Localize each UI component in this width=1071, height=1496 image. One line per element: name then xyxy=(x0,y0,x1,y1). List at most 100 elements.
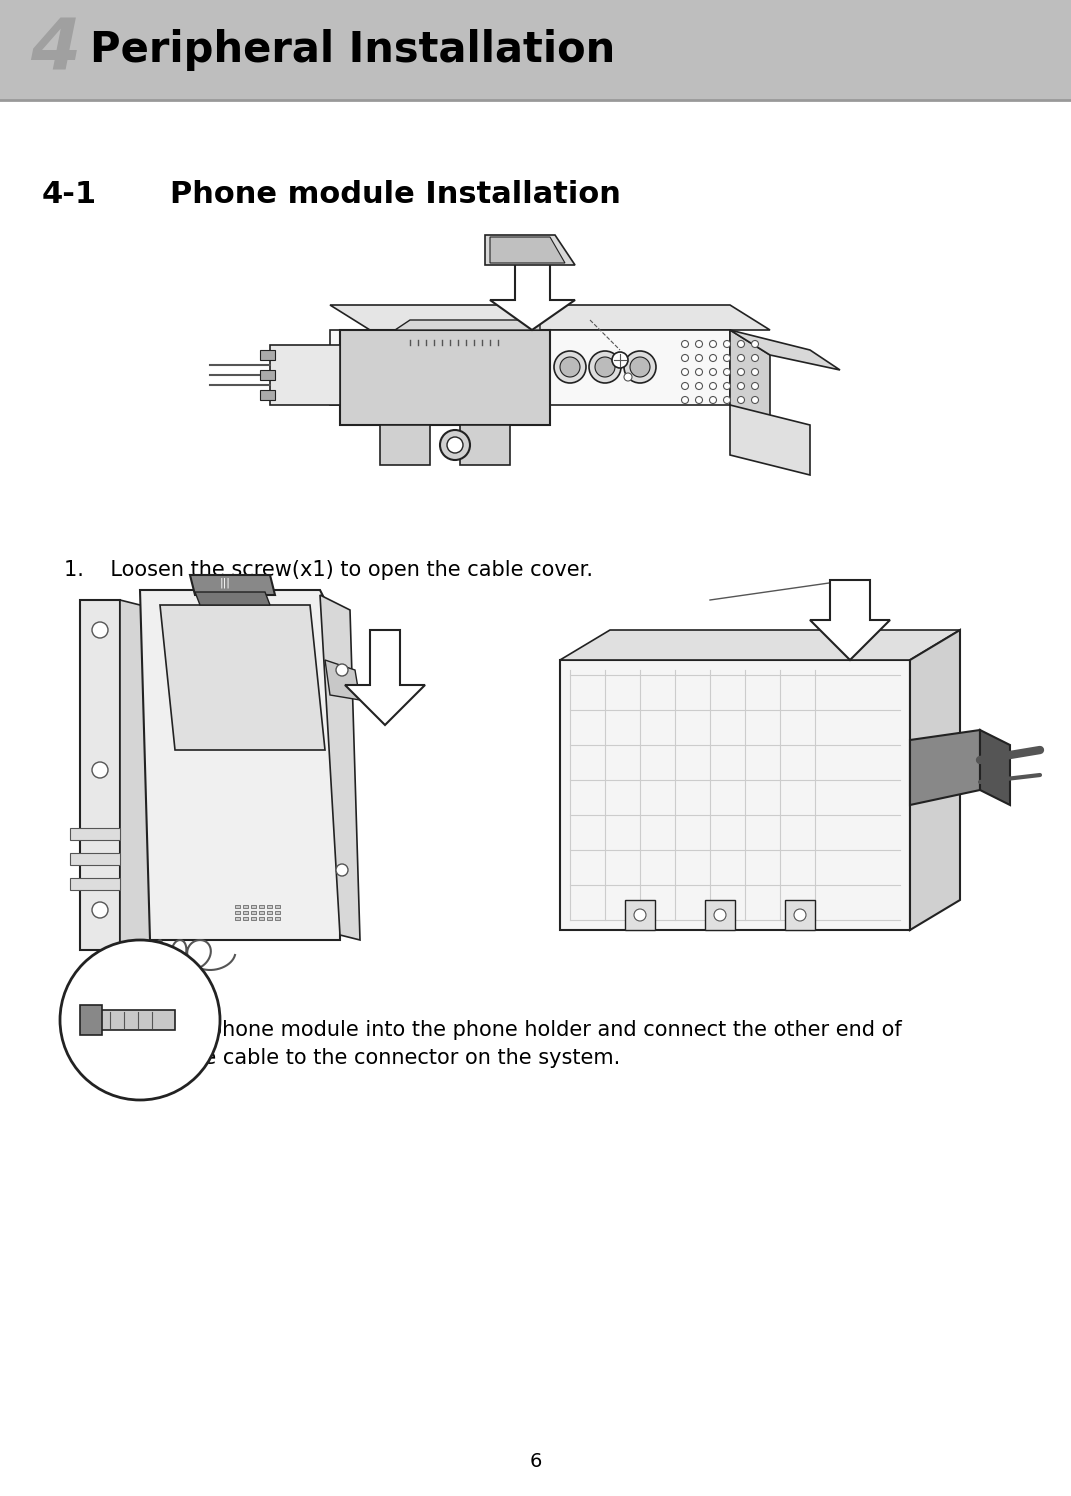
Polygon shape xyxy=(195,592,270,604)
Polygon shape xyxy=(910,630,960,931)
Circle shape xyxy=(695,383,703,389)
Polygon shape xyxy=(235,917,240,920)
Circle shape xyxy=(336,865,348,877)
Polygon shape xyxy=(259,905,263,908)
Circle shape xyxy=(738,368,744,375)
Polygon shape xyxy=(267,917,272,920)
Text: 4-1: 4-1 xyxy=(42,180,97,209)
Circle shape xyxy=(738,341,744,347)
Polygon shape xyxy=(120,600,160,954)
Polygon shape xyxy=(325,660,360,700)
Polygon shape xyxy=(730,331,840,370)
Circle shape xyxy=(634,910,646,922)
Text: 4: 4 xyxy=(30,15,80,84)
Polygon shape xyxy=(70,878,120,890)
Circle shape xyxy=(709,383,716,389)
Polygon shape xyxy=(705,901,735,931)
Polygon shape xyxy=(259,917,263,920)
Circle shape xyxy=(724,341,730,347)
Polygon shape xyxy=(980,730,1010,805)
Polygon shape xyxy=(491,236,565,263)
Polygon shape xyxy=(100,1010,175,1031)
Circle shape xyxy=(554,352,586,383)
Polygon shape xyxy=(345,630,425,726)
Polygon shape xyxy=(259,911,263,914)
Polygon shape xyxy=(251,905,256,908)
Circle shape xyxy=(336,664,348,676)
Polygon shape xyxy=(243,911,248,914)
Circle shape xyxy=(752,341,758,347)
Polygon shape xyxy=(491,254,575,331)
Circle shape xyxy=(920,749,940,770)
Polygon shape xyxy=(485,235,575,265)
Circle shape xyxy=(714,910,726,922)
Circle shape xyxy=(724,355,730,362)
Polygon shape xyxy=(235,905,240,908)
Polygon shape xyxy=(275,911,280,914)
Polygon shape xyxy=(560,630,960,660)
Text: 1.    Loosen the screw(x1) to open the cable cover.: 1. Loosen the screw(x1) to open the cabl… xyxy=(64,560,593,580)
Circle shape xyxy=(560,358,580,377)
Circle shape xyxy=(724,396,730,404)
Circle shape xyxy=(709,396,716,404)
Polygon shape xyxy=(340,331,550,425)
Circle shape xyxy=(724,368,730,375)
Circle shape xyxy=(589,352,621,383)
Circle shape xyxy=(738,355,744,362)
Circle shape xyxy=(92,902,108,919)
Polygon shape xyxy=(810,580,890,660)
Circle shape xyxy=(752,383,758,389)
Circle shape xyxy=(738,383,744,389)
Circle shape xyxy=(612,352,628,368)
Circle shape xyxy=(595,358,615,377)
Polygon shape xyxy=(560,660,910,931)
Text: Peripheral Installation: Peripheral Installation xyxy=(90,28,615,70)
Circle shape xyxy=(681,383,689,389)
Polygon shape xyxy=(461,425,510,465)
Polygon shape xyxy=(275,917,280,920)
Circle shape xyxy=(681,368,689,375)
Circle shape xyxy=(794,910,806,922)
Polygon shape xyxy=(395,320,540,331)
Circle shape xyxy=(695,396,703,404)
Polygon shape xyxy=(330,305,770,331)
Text: Phone module Installation: Phone module Installation xyxy=(170,180,621,209)
Polygon shape xyxy=(270,346,340,405)
Polygon shape xyxy=(267,905,272,908)
Polygon shape xyxy=(80,1005,102,1035)
Polygon shape xyxy=(70,827,120,839)
Polygon shape xyxy=(251,911,256,914)
Polygon shape xyxy=(140,589,340,939)
Circle shape xyxy=(440,429,470,459)
Polygon shape xyxy=(235,911,240,914)
Polygon shape xyxy=(243,917,248,920)
Circle shape xyxy=(709,341,716,347)
Text: 2.    Slide the phone module into the phone holder and connect the other end of: 2. Slide the phone module into the phone… xyxy=(64,1020,902,1040)
Circle shape xyxy=(681,396,689,404)
Circle shape xyxy=(695,368,703,375)
Polygon shape xyxy=(260,370,275,380)
Text: |||: ||| xyxy=(220,577,230,588)
Polygon shape xyxy=(260,390,275,399)
Circle shape xyxy=(752,368,758,375)
Circle shape xyxy=(738,396,744,404)
Polygon shape xyxy=(251,917,256,920)
Circle shape xyxy=(695,341,703,347)
Circle shape xyxy=(724,383,730,389)
Polygon shape xyxy=(785,901,815,931)
Polygon shape xyxy=(730,331,770,429)
Circle shape xyxy=(624,373,632,381)
Polygon shape xyxy=(275,905,280,908)
Circle shape xyxy=(630,358,650,377)
Circle shape xyxy=(447,437,463,453)
Circle shape xyxy=(624,352,657,383)
Text: 6: 6 xyxy=(529,1453,542,1471)
Circle shape xyxy=(92,761,108,778)
Polygon shape xyxy=(320,595,360,939)
Polygon shape xyxy=(730,405,810,476)
Circle shape xyxy=(92,622,108,637)
Polygon shape xyxy=(243,905,248,908)
Polygon shape xyxy=(330,331,730,405)
Polygon shape xyxy=(190,574,275,595)
Circle shape xyxy=(752,355,758,362)
